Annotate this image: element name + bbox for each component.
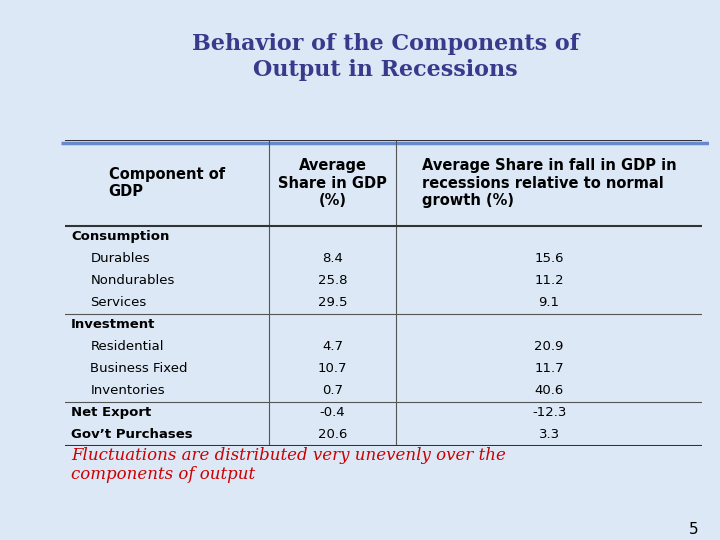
Text: Net Export: Net Export	[71, 406, 151, 419]
Text: 5: 5	[689, 522, 698, 537]
Text: -12.3: -12.3	[532, 406, 566, 419]
Text: Gov’t Purchases: Gov’t Purchases	[71, 428, 193, 441]
Text: 20.6: 20.6	[318, 428, 347, 441]
Text: Residential: Residential	[90, 340, 163, 353]
Text: 9.1: 9.1	[539, 296, 559, 309]
Text: 0.7: 0.7	[322, 384, 343, 397]
Text: Consumption: Consumption	[71, 231, 169, 244]
Text: 25.8: 25.8	[318, 274, 347, 287]
Text: 8.4: 8.4	[322, 252, 343, 265]
Text: 29.5: 29.5	[318, 296, 347, 309]
Text: 15.6: 15.6	[534, 252, 564, 265]
Text: Durables: Durables	[90, 252, 150, 265]
Text: Behavior of the Components of
Output in Recessions: Behavior of the Components of Output in …	[192, 33, 579, 81]
Text: Average Share in fall in GDP in
recessions relative to normal
growth (%): Average Share in fall in GDP in recessio…	[422, 158, 676, 208]
Text: Nondurables: Nondurables	[90, 274, 175, 287]
Text: 11.2: 11.2	[534, 274, 564, 287]
Text: Average
Share in GDP
(%): Average Share in GDP (%)	[278, 158, 387, 208]
Text: Component of
GDP: Component of GDP	[109, 167, 225, 199]
Text: Inventories: Inventories	[90, 384, 165, 397]
Text: 3.3: 3.3	[539, 428, 559, 441]
Text: Business Fixed: Business Fixed	[90, 362, 188, 375]
Text: -0.4: -0.4	[320, 406, 345, 419]
Text: 10.7: 10.7	[318, 362, 347, 375]
Text: Investment: Investment	[71, 318, 156, 331]
Text: 4.7: 4.7	[322, 340, 343, 353]
Text: 20.9: 20.9	[534, 340, 564, 353]
Text: 11.7: 11.7	[534, 362, 564, 375]
Text: Fluctuations are distributed very unevenly over the
components of output: Fluctuations are distributed very uneven…	[71, 447, 506, 483]
Text: 40.6: 40.6	[534, 384, 564, 397]
Text: Services: Services	[90, 296, 147, 309]
